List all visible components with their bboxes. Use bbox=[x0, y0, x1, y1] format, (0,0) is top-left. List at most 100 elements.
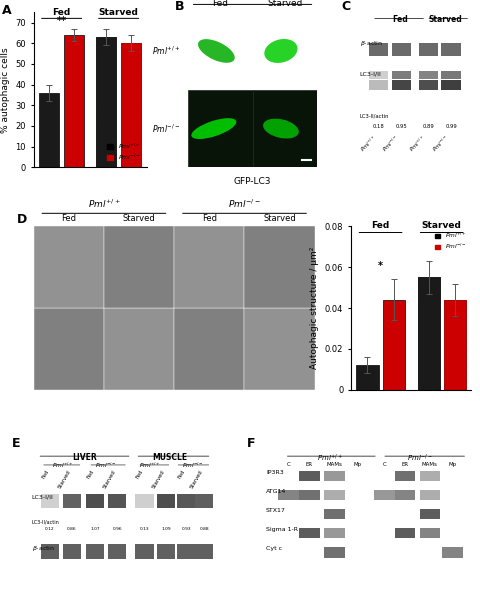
Text: Fed: Fed bbox=[212, 0, 228, 7]
Text: STX17: STX17 bbox=[265, 508, 285, 513]
Text: Starved: Starved bbox=[263, 214, 295, 223]
Text: $Pml^{+/+}$: $Pml^{+/+}$ bbox=[152, 45, 180, 57]
Text: $Pml^{-/-}$: $Pml^{-/-}$ bbox=[406, 453, 432, 465]
Text: Starved: Starved bbox=[57, 469, 72, 490]
Bar bbox=[417, 277, 439, 390]
Text: Starved: Starved bbox=[189, 469, 204, 490]
Ellipse shape bbox=[198, 39, 234, 63]
Bar bbox=[324, 528, 344, 539]
Bar bbox=[441, 71, 460, 79]
Bar bbox=[188, 167, 252, 245]
Text: $Pml^{-/-}$: $Pml^{-/-}$ bbox=[182, 460, 204, 470]
Bar bbox=[394, 490, 415, 500]
Bar bbox=[418, 71, 437, 79]
Bar bbox=[299, 490, 319, 500]
Bar bbox=[39, 93, 59, 167]
Text: $Pml^{+/+}$: $Pml^{+/+}$ bbox=[358, 133, 378, 154]
Text: ER: ER bbox=[305, 462, 312, 467]
Text: Fed: Fed bbox=[177, 469, 186, 480]
Bar bbox=[419, 471, 439, 481]
Text: 0.89: 0.89 bbox=[422, 124, 433, 129]
Bar bbox=[244, 226, 314, 308]
Text: LC3-II/actin: LC3-II/actin bbox=[359, 114, 388, 119]
Bar bbox=[373, 490, 394, 500]
Text: LC3-I/II: LC3-I/II bbox=[32, 495, 54, 500]
Bar bbox=[419, 509, 439, 519]
Bar bbox=[34, 308, 104, 390]
Bar bbox=[369, 80, 387, 90]
Text: $Pml^{+/+}$: $Pml^{+/+}$ bbox=[317, 453, 342, 465]
Text: F: F bbox=[247, 437, 255, 450]
Text: Fed: Fed bbox=[61, 214, 76, 223]
Bar bbox=[391, 71, 410, 79]
Text: LC3-I/II: LC3-I/II bbox=[359, 72, 381, 77]
Text: Fed: Fed bbox=[202, 214, 216, 223]
Y-axis label: Autophagic structure / µm²: Autophagic structure / µm² bbox=[310, 247, 319, 369]
Bar bbox=[252, 167, 316, 245]
Bar bbox=[419, 490, 439, 500]
Text: 1.09: 1.09 bbox=[161, 527, 171, 531]
Text: C: C bbox=[341, 0, 350, 13]
Bar bbox=[418, 80, 437, 90]
Text: Fed: Fed bbox=[52, 9, 71, 18]
Text: 1.07: 1.07 bbox=[90, 527, 100, 531]
Bar bbox=[174, 308, 244, 390]
Bar bbox=[443, 300, 465, 390]
Text: C: C bbox=[286, 462, 290, 467]
Text: 0.88: 0.88 bbox=[199, 527, 209, 531]
Text: 0.99: 0.99 bbox=[444, 124, 456, 129]
Bar bbox=[278, 490, 299, 500]
Legend: $Pml^{+/+}$, $Pml^{-/-}$: $Pml^{+/+}$, $Pml^{-/-}$ bbox=[433, 229, 468, 252]
Bar bbox=[86, 494, 104, 508]
Bar bbox=[195, 494, 213, 508]
Text: Fed: Fed bbox=[86, 469, 95, 480]
Bar bbox=[244, 308, 314, 390]
Text: Starved: Starved bbox=[428, 15, 461, 24]
Text: ER: ER bbox=[401, 462, 408, 467]
Bar bbox=[441, 43, 460, 55]
Text: $Pml^{-/-}$: $Pml^{-/-}$ bbox=[95, 460, 117, 470]
Bar bbox=[64, 35, 84, 167]
Bar bbox=[157, 494, 175, 508]
Bar bbox=[252, 90, 316, 167]
Text: Fed: Fed bbox=[41, 469, 50, 480]
Text: A: A bbox=[2, 4, 12, 18]
Text: Fed: Fed bbox=[135, 469, 144, 480]
Bar bbox=[41, 544, 59, 559]
Text: $Pml^{+/+}$: $Pml^{+/+}$ bbox=[52, 460, 73, 470]
Bar bbox=[62, 494, 81, 508]
Ellipse shape bbox=[191, 118, 236, 139]
Text: $Pml^{-/-}$: $Pml^{-/-}$ bbox=[152, 122, 180, 135]
Bar bbox=[391, 43, 410, 55]
Bar bbox=[418, 43, 437, 55]
Bar bbox=[324, 547, 344, 558]
Bar bbox=[419, 528, 439, 539]
Bar bbox=[177, 494, 195, 508]
Bar bbox=[188, 90, 252, 167]
Text: Fed: Fed bbox=[392, 15, 407, 24]
Bar bbox=[391, 80, 410, 90]
Text: E: E bbox=[12, 437, 20, 450]
Bar bbox=[417, 277, 439, 390]
Bar bbox=[442, 547, 462, 558]
Text: $\beta$-actin: $\beta$-actin bbox=[359, 39, 382, 47]
Bar bbox=[86, 544, 104, 559]
Text: *: * bbox=[377, 261, 382, 271]
Text: $Pml^{-/-}$: $Pml^{-/-}$ bbox=[430, 133, 450, 154]
Text: Starved: Starved bbox=[151, 469, 166, 490]
Text: $Pml^{-/-}$: $Pml^{-/-}$ bbox=[380, 133, 400, 154]
Text: Starved: Starved bbox=[98, 9, 138, 18]
Bar bbox=[324, 490, 344, 500]
Bar bbox=[382, 300, 404, 390]
Text: 0.93: 0.93 bbox=[181, 527, 191, 531]
Text: Mp: Mp bbox=[448, 462, 456, 467]
Text: $Pml^{+/+}$: $Pml^{+/+}$ bbox=[407, 133, 428, 154]
Bar bbox=[120, 43, 141, 167]
Text: ATG14: ATG14 bbox=[265, 489, 286, 494]
Ellipse shape bbox=[264, 39, 297, 63]
Bar bbox=[135, 494, 153, 508]
Text: C: C bbox=[382, 462, 385, 467]
Bar bbox=[394, 528, 415, 539]
Text: **: ** bbox=[57, 16, 66, 26]
Bar bbox=[324, 509, 344, 519]
